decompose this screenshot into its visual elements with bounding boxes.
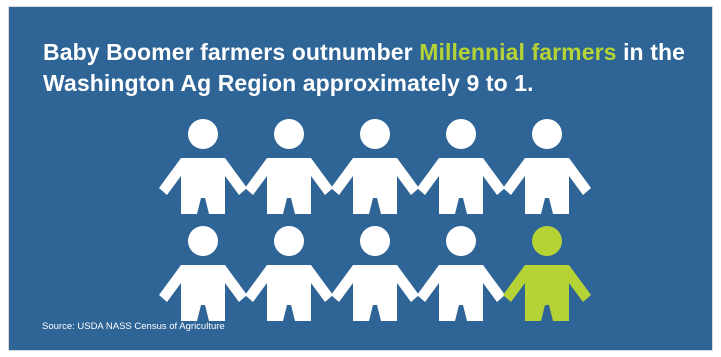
millennial-farmer-icon bbox=[503, 226, 591, 321]
person-head bbox=[360, 226, 390, 256]
person-body bbox=[503, 265, 591, 321]
person-head bbox=[446, 226, 476, 256]
person-head bbox=[188, 119, 218, 149]
people-grid bbox=[159, 119, 591, 321]
baby-boomer-farmer-icon bbox=[417, 119, 505, 214]
person-head bbox=[532, 226, 562, 256]
headline: Baby Boomer farmers outnumber Millennial… bbox=[43, 37, 703, 99]
person-body bbox=[159, 158, 247, 214]
person-head bbox=[446, 119, 476, 149]
person-body bbox=[331, 158, 419, 214]
person-head bbox=[360, 119, 390, 149]
person-body bbox=[159, 265, 247, 321]
person-body bbox=[245, 158, 333, 214]
headline-highlight: Millennial farmers bbox=[419, 39, 617, 65]
person-body bbox=[331, 265, 419, 321]
person-body bbox=[503, 158, 591, 214]
baby-boomer-farmer-icon bbox=[331, 119, 419, 214]
source-citation: Source: USDA NASS Census of Agriculture bbox=[42, 321, 225, 332]
baby-boomer-farmer-icon bbox=[503, 119, 591, 214]
person-body bbox=[417, 158, 505, 214]
infographic-background: Baby Boomer farmers outnumber Millennial… bbox=[9, 7, 712, 350]
baby-boomer-farmer-icon bbox=[417, 226, 505, 321]
headline-text-before: Baby Boomer farmers outnumber bbox=[43, 39, 420, 65]
infographic-card: Baby Boomer farmers outnumber Millennial… bbox=[8, 6, 713, 351]
person-body bbox=[245, 265, 333, 321]
headline-text-after: in the Washington Ag Region approximatel… bbox=[43, 39, 685, 96]
person-body bbox=[417, 265, 505, 321]
baby-boomer-farmer-icon bbox=[159, 119, 247, 214]
baby-boomer-farmer-icon bbox=[245, 226, 333, 321]
baby-boomer-farmer-icon bbox=[159, 226, 247, 321]
person-head bbox=[188, 226, 218, 256]
person-head bbox=[274, 226, 304, 256]
baby-boomer-farmer-icon bbox=[331, 226, 419, 321]
person-head bbox=[274, 119, 304, 149]
baby-boomer-farmer-icon bbox=[245, 119, 333, 214]
person-head bbox=[532, 119, 562, 149]
